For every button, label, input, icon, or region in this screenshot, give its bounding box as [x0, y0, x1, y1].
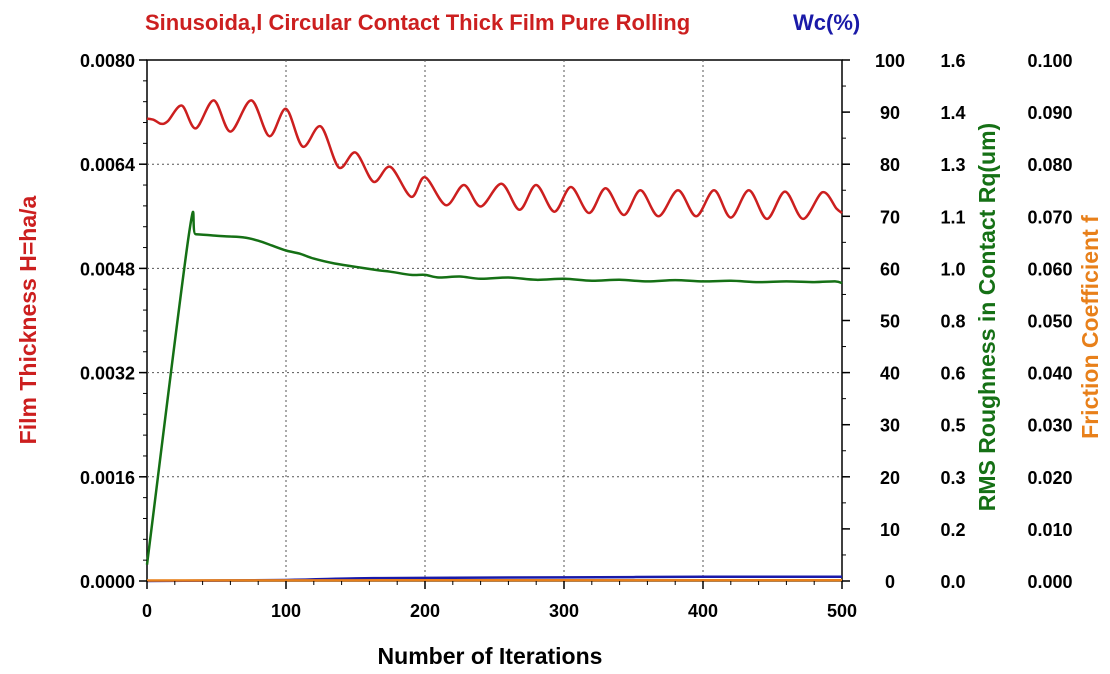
wc-tick-label: 10 [880, 520, 900, 540]
wc-tick-label: 90 [880, 103, 900, 123]
x-axis-label: Number of Iterations [378, 643, 603, 669]
chart-title: Sinusoida,l Circular Contact Thick Film … [145, 10, 690, 35]
rq-tick-label: 1.6 [940, 51, 965, 71]
f-tick-label: 0.060 [1027, 259, 1072, 279]
f-tick-label: 0.010 [1027, 520, 1072, 540]
f-tick-label: 0.050 [1027, 312, 1072, 332]
plot-area [146, 59, 843, 582]
rq-tick-label: 0.6 [940, 364, 965, 384]
left-tick-label: 0.0032 [80, 364, 135, 384]
rq-tick-label: 0.5 [940, 416, 965, 436]
left-tick-label: 0.0080 [80, 51, 135, 71]
wc-tick-label: 50 [880, 312, 900, 332]
f-tick-label: 0.000 [1027, 572, 1072, 592]
wc-tick-label: 60 [880, 259, 900, 279]
left-tick-label: 0.0016 [80, 468, 135, 488]
rq-tick-label: 1.4 [940, 103, 965, 123]
rq-tick-label: 0.8 [940, 312, 965, 332]
x-tick-label: 200 [410, 601, 440, 621]
f-tick-label: 0.090 [1027, 103, 1072, 123]
left-axis-label: Film Thickness H=ha/a [15, 195, 41, 444]
f-tick-label: 0.030 [1027, 416, 1072, 436]
series-line-rq [145, 210, 843, 565]
wc-tick-label: 80 [880, 155, 900, 175]
x-tick-label: 100 [271, 601, 301, 621]
chart-title-wc: Wc(%) [793, 10, 860, 35]
rq-axis-label: RMS Roughness in Contact Rq(um) [974, 123, 1000, 511]
left-tick-label: 0.0064 [80, 155, 135, 175]
f-tick-label: 0.080 [1027, 155, 1072, 175]
left-tick-label: 0.0000 [80, 572, 135, 592]
wc-tick-label: 70 [880, 207, 900, 227]
rq-tick-label: 0.3 [940, 468, 965, 488]
f-tick-label: 0.070 [1027, 207, 1072, 227]
x-tick-label: 400 [688, 601, 718, 621]
rq-tick-label: 0.2 [940, 520, 965, 540]
tick-layer: 0 100 200 300 400 5000.00000.00160.00320.0048… [80, 51, 1073, 621]
rq-tick-label: 0.0 [940, 572, 965, 592]
series-line-left [146, 99, 843, 221]
grid [147, 60, 842, 581]
friction-axis-label: Friction Coefficient f [1077, 215, 1103, 439]
left-tick-label: 0.0048 [80, 259, 135, 279]
wc-tick-label: 20 [880, 468, 900, 488]
x-tick-label: 300 [549, 601, 579, 621]
rq-tick-label: 1.0 [940, 259, 965, 279]
rq-tick-label: 1.3 [940, 155, 965, 175]
wc-tick-label: 0 [885, 572, 895, 592]
x-tick-label: 500 [827, 601, 857, 621]
wc-tick-label: 30 [880, 416, 900, 436]
x-tick-label: 0 [142, 601, 152, 621]
wc-tick-label: 100 [875, 51, 905, 71]
series-layer [145, 99, 843, 583]
rq-tick-label: 1.1 [940, 207, 965, 227]
f-tick-label: 0.040 [1027, 364, 1072, 384]
f-tick-label: 0.100 [1027, 51, 1072, 71]
wc-tick-label: 40 [880, 364, 900, 384]
f-tick-label: 0.020 [1027, 468, 1072, 488]
